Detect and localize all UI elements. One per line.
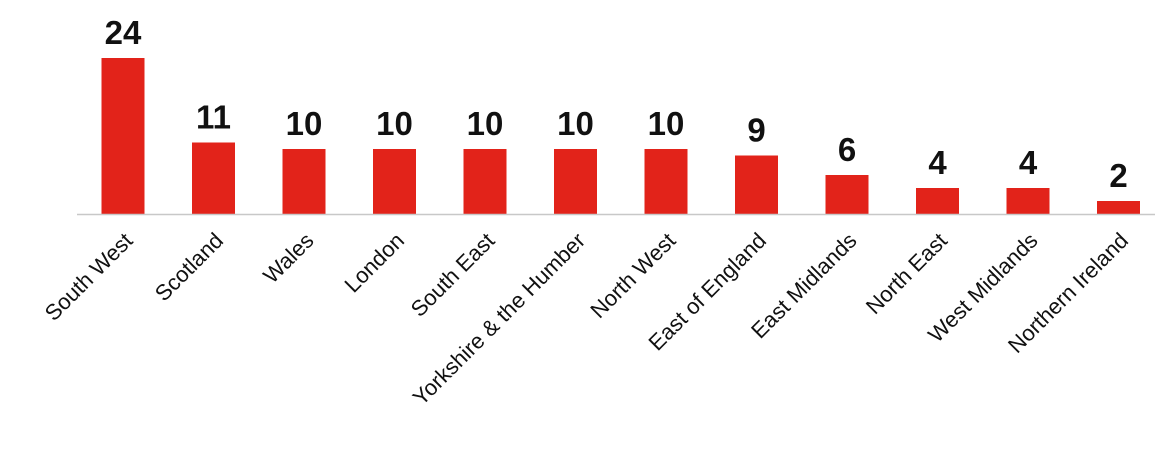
category-label-scotland: Scotland	[150, 228, 228, 306]
value-label-north-east: 4	[928, 144, 947, 181]
category-label-wales: Wales	[258, 228, 318, 288]
bar-north-east	[916, 188, 959, 214]
bar-yorkshire-and-the-humber	[554, 149, 597, 214]
value-label-south-west: 24	[105, 14, 142, 51]
bar-scotland	[192, 142, 235, 214]
bar-east-midlands	[825, 175, 869, 214]
category-label-north-east: North East	[861, 228, 952, 319]
bar-north-west	[644, 149, 688, 214]
category-label-south-west: South West	[40, 228, 138, 326]
bar-south-east	[463, 149, 507, 214]
value-label-east-midlands: 6	[838, 131, 856, 168]
value-label-wales: 10	[286, 105, 323, 142]
value-label-north-west: 10	[648, 105, 685, 142]
value-label-east-of-england: 9	[747, 112, 765, 149]
value-label-south-east: 10	[467, 105, 504, 142]
category-label-london: London	[339, 228, 409, 298]
value-label-northern-ireland: 2	[1109, 157, 1127, 194]
bar-east-of-england	[735, 155, 778, 214]
bar-northern-ireland	[1097, 201, 1140, 214]
bar-south-west	[101, 58, 145, 214]
value-label-scotland: 11	[196, 99, 231, 136]
bars-group	[101, 58, 1140, 214]
category-label-yorkshire-and-the-humber: Yorkshire & the Humber	[408, 228, 590, 410]
value-label-west-midlands: 4	[1019, 144, 1038, 181]
value-label-yorkshire-and-the-humber: 10	[557, 105, 594, 142]
value-label-london: 10	[376, 105, 413, 142]
bar-wales	[282, 149, 326, 214]
value-labels-group: 24 11 10 10 10 10 10 9 6 4 4 2	[105, 14, 1128, 194]
category-label-south-east: South East	[406, 228, 500, 322]
bar-london	[373, 149, 416, 214]
category-label-north-west: North West	[585, 228, 680, 323]
bar-west-midlands	[1006, 188, 1050, 214]
